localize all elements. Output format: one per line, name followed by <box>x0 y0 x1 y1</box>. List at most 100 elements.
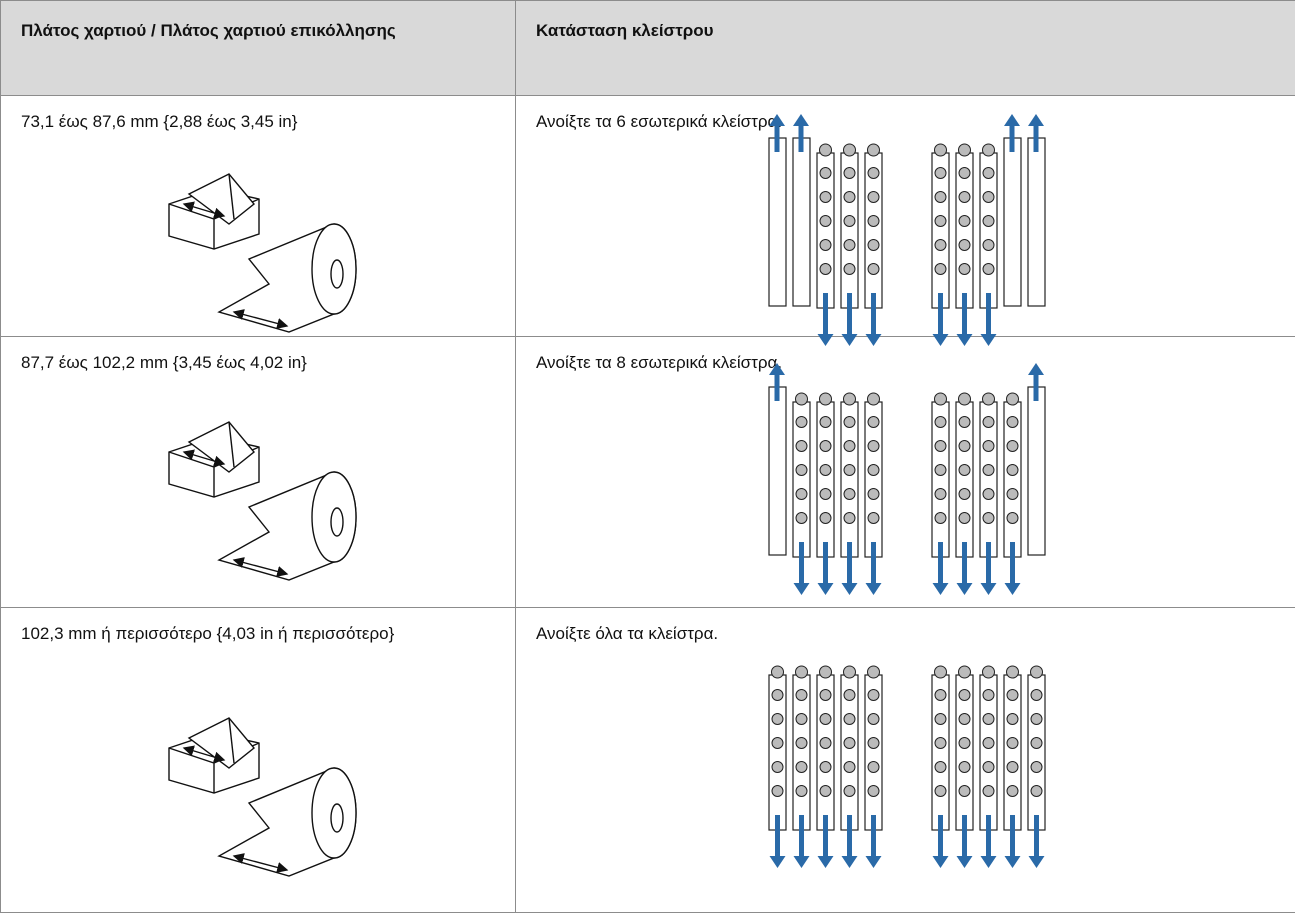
header-text: Πλάτος χαρτιού / Πλάτος χαρτιού επικόλλη… <box>21 21 396 40</box>
cell: Ανοίξτε όλα τα κλείστρα. <box>516 608 1295 913</box>
shutter-dot <box>844 216 855 227</box>
shutter-dot <box>983 192 994 203</box>
shutter-knob <box>844 144 856 156</box>
shutter-dot <box>959 762 970 773</box>
shutter-dot <box>983 240 994 251</box>
shutter-dot <box>935 264 946 275</box>
shutter-dot <box>1007 714 1018 725</box>
shutter-dot <box>935 714 946 725</box>
shutter-dot <box>1007 465 1018 476</box>
shutter-dot <box>983 762 994 773</box>
shutter-dot <box>844 738 855 749</box>
shutter-dot <box>820 786 831 797</box>
header-cell: Πλάτος χαρτιού / Πλάτος χαρτιού επικόλλη… <box>1 1 516 96</box>
shutter-dot <box>796 738 807 749</box>
shutter-dot <box>868 216 879 227</box>
cell: Ανοίξτε τα 6 εσωτερικά κλείστρα. <box>516 96 1295 337</box>
shutter-dot <box>1007 762 1018 773</box>
shutter-dot <box>868 465 879 476</box>
shutter-dot <box>820 192 831 203</box>
shutter-knob <box>868 393 880 405</box>
arrow-head <box>981 583 997 595</box>
shutter-dot <box>983 465 994 476</box>
shutter-dot <box>959 441 970 452</box>
row: 87,7 έως 102,2 mm {3,45 έως 4,02 in} Ανο… <box>1 337 1295 608</box>
shutter-knob <box>983 666 995 678</box>
shutter-dot <box>959 738 970 749</box>
row: 73,1 έως 87,6 mm {2,88 έως 3,45 in} Ανοί… <box>1 96 1295 337</box>
shutter-dot <box>959 417 970 428</box>
shutter-dot <box>959 168 970 179</box>
shutter-dot <box>935 417 946 428</box>
shutter-knob <box>959 393 971 405</box>
shutter-dot <box>935 786 946 797</box>
shutter-dot <box>820 762 831 773</box>
page: Πλάτος χαρτιού / Πλάτος χαρτιού επικόλλη… <box>0 0 1295 883</box>
shutter-dot <box>820 441 831 452</box>
shutter-dot <box>935 513 946 524</box>
arrow-head <box>793 114 809 126</box>
paper-illustration <box>1 608 516 891</box>
shutter-knob <box>796 393 808 405</box>
arrow-head <box>794 583 810 595</box>
shutter-open <box>793 138 810 306</box>
row: 102,3 mm ή περισσότερο {4,03 in ή περισσ… <box>1 608 1295 913</box>
shutter-dot <box>983 168 994 179</box>
cell: 87,7 έως 102,2 mm {3,45 έως 4,02 in} <box>1 337 516 608</box>
shutter-dot <box>844 192 855 203</box>
arrow-head <box>769 363 785 375</box>
shutter-dot <box>983 690 994 701</box>
shutter-dot <box>935 168 946 179</box>
shutter-dot <box>983 786 994 797</box>
shutter-dot <box>772 714 783 725</box>
header-row: Πλάτος χαρτιού / Πλάτος χαρτιού επικόλλη… <box>1 1 1295 96</box>
shutter-dot <box>868 264 879 275</box>
shutter-knob <box>820 144 832 156</box>
shutter-dot <box>935 216 946 227</box>
shutter-dot <box>844 714 855 725</box>
shutter-dot <box>868 690 879 701</box>
shutter-illustration <box>516 96 1295 336</box>
shutter-dot <box>868 738 879 749</box>
shutter-dot <box>844 240 855 251</box>
shutter-dot <box>844 441 855 452</box>
shutter-dot <box>959 786 970 797</box>
arrow-head <box>794 856 810 868</box>
shutter-knob <box>959 666 971 678</box>
shutter-dot <box>1031 714 1042 725</box>
shutter-dot <box>983 441 994 452</box>
shutter-knob <box>959 144 971 156</box>
arrow-head <box>1028 363 1044 375</box>
header-text: Κατάσταση κλείστρου <box>536 21 714 40</box>
shutter-dot <box>868 441 879 452</box>
shutter-dot <box>983 264 994 275</box>
shutter-dot <box>844 264 855 275</box>
shutter-dot <box>1031 690 1042 701</box>
shutter-illustration <box>516 608 1295 891</box>
shutter-dot <box>796 513 807 524</box>
shutter-dot <box>868 192 879 203</box>
shutter-dot <box>935 738 946 749</box>
shutter-dot <box>983 489 994 500</box>
shutter-dot <box>820 714 831 725</box>
arrow-head <box>1029 856 1045 868</box>
shutter-dot <box>844 786 855 797</box>
shutter-dot <box>935 192 946 203</box>
shutter-dot <box>820 738 831 749</box>
shutter-dot <box>820 417 831 428</box>
shutter-knob <box>820 393 832 405</box>
shutter-dot <box>796 465 807 476</box>
arrow-head <box>933 856 949 868</box>
shutter-dot <box>844 168 855 179</box>
shutter-dot <box>1007 441 1018 452</box>
shutter-dot <box>1031 786 1042 797</box>
shutter-open <box>769 138 786 306</box>
shutter-knob <box>1007 393 1019 405</box>
shutter-dot <box>983 738 994 749</box>
shutter-knob <box>772 666 784 678</box>
shutter-dot <box>772 786 783 797</box>
shutter-open <box>769 387 786 555</box>
shutter-dot <box>844 417 855 428</box>
shutter-open <box>1004 138 1021 306</box>
